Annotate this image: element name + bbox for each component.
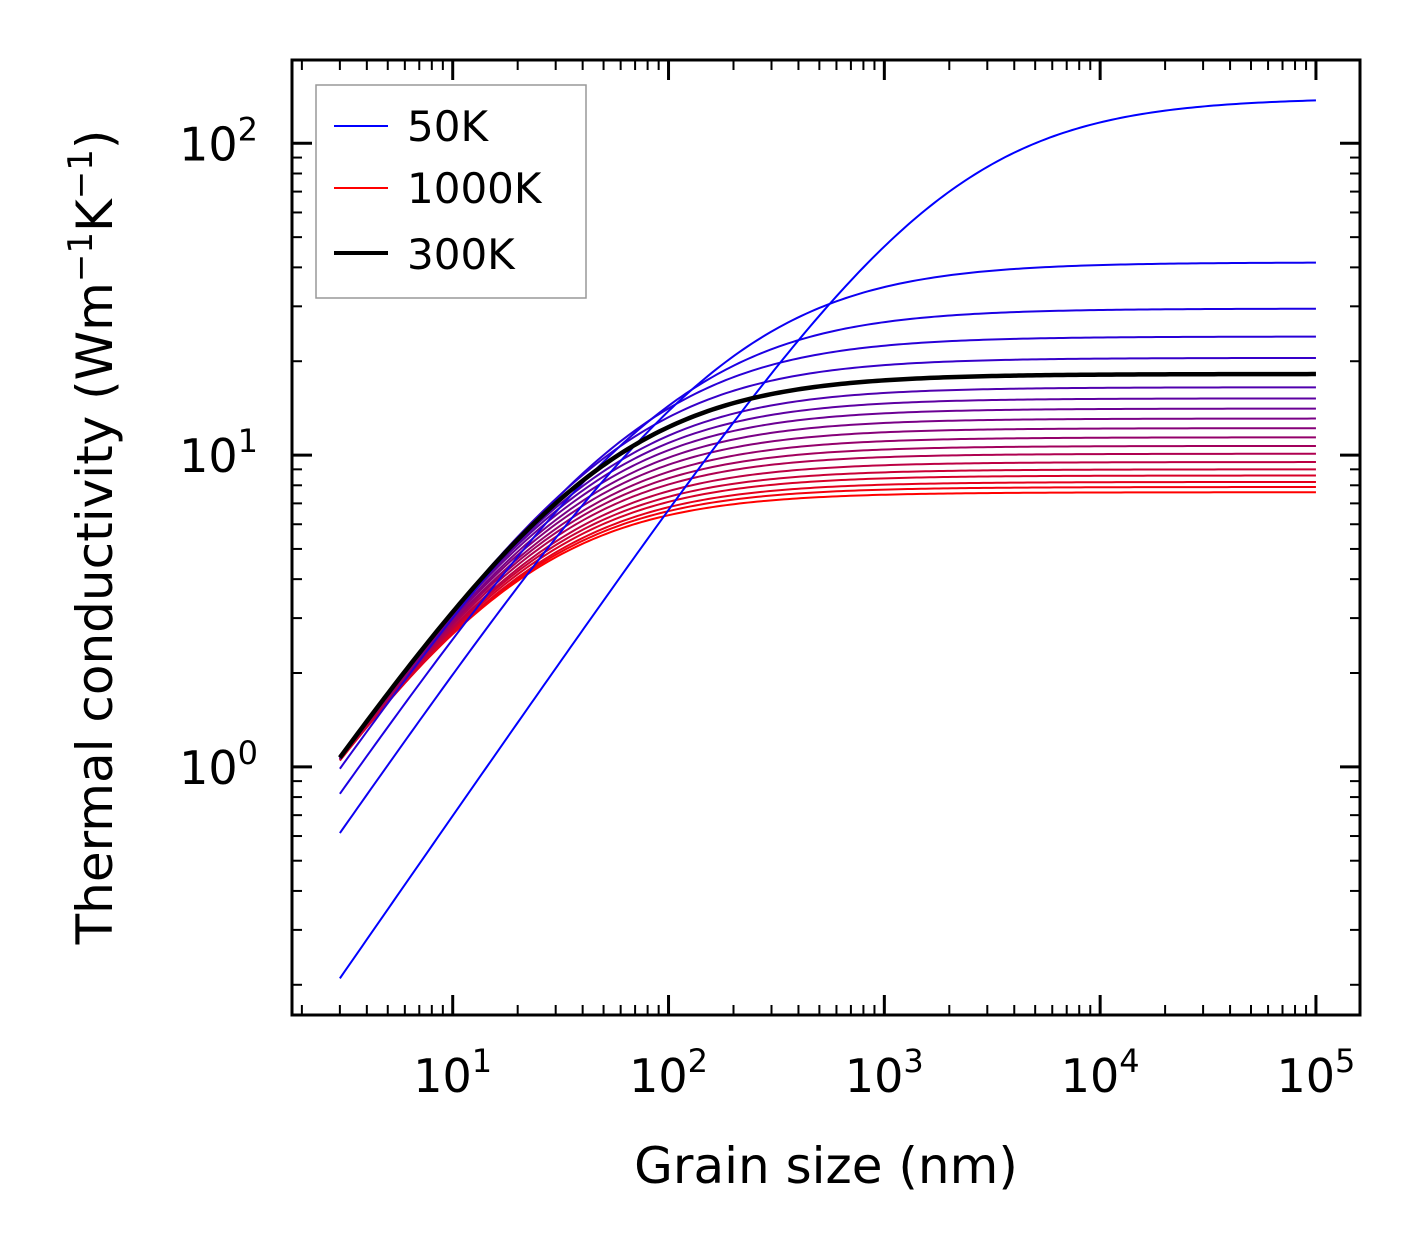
x-tick-label-5-base: 10 bbox=[1276, 1049, 1335, 1103]
legend-label-1000k: 1000K bbox=[407, 164, 543, 213]
y-axis-label-base: Thermal conductivity (Wm bbox=[66, 282, 124, 945]
series-line-550k bbox=[339, 427, 1316, 758]
x-tick-label-5-exp: 5 bbox=[1335, 1042, 1355, 1080]
series-line-100k bbox=[339, 261, 1316, 834]
x-tick-label-3: 103 bbox=[845, 1042, 924, 1103]
x-tick-label-1-base: 10 bbox=[413, 1049, 472, 1103]
y-axis-label: Thermal conductivity (Wm−1K−1) bbox=[61, 130, 124, 946]
series-line-450k bbox=[339, 407, 1316, 757]
series-line-300k bbox=[338, 371, 1316, 759]
series-line-1000k bbox=[339, 491, 1316, 760]
x-axis-label: Grain size (nm) bbox=[634, 1137, 1018, 1195]
y-axis-label-exp2: −1 bbox=[61, 149, 101, 199]
x-tick-label-4: 104 bbox=[1061, 1042, 1140, 1103]
series-line-150k bbox=[339, 307, 1316, 795]
y-tick-label-0: 100 bbox=[179, 734, 258, 795]
x-tick-label-3-base: 10 bbox=[845, 1049, 904, 1103]
series-line-750k bbox=[339, 461, 1316, 761]
y-tick-label-1-exp: 1 bbox=[238, 422, 258, 460]
x-tick-label-3-exp: 3 bbox=[903, 1042, 923, 1080]
series-line-900k bbox=[339, 480, 1316, 762]
x-tick-label-2-exp: 2 bbox=[688, 1042, 708, 1080]
legend-label-50k: 50K bbox=[407, 102, 489, 151]
y-tick-label-2-base: 10 bbox=[179, 117, 238, 171]
x-tick-label-1-exp: 1 bbox=[472, 1042, 492, 1080]
y-axis-label-mid: K bbox=[66, 198, 124, 232]
x-tick-label-5: 105 bbox=[1276, 1042, 1355, 1103]
y-tick-label-1-base: 10 bbox=[179, 429, 238, 483]
x-tick-label-4-base: 10 bbox=[1061, 1049, 1120, 1103]
series-line-600k bbox=[339, 436, 1316, 759]
series-line-950k bbox=[339, 486, 1316, 761]
series-line-200k bbox=[339, 335, 1316, 770]
y-tick-label-1: 101 bbox=[179, 422, 258, 483]
series-line-50k bbox=[339, 99, 1316, 979]
y-tick-label-2: 102 bbox=[179, 110, 258, 171]
legend-box bbox=[315, 84, 587, 299]
legend-label-300k: 300K bbox=[407, 230, 516, 279]
x-tick-label-2-base: 10 bbox=[629, 1049, 688, 1103]
y-axis-label-end: ) bbox=[66, 130, 124, 150]
series-line-800k bbox=[339, 468, 1316, 760]
tick-layer bbox=[292, 60, 1360, 1015]
series-layer bbox=[338, 99, 1316, 979]
x-tick-label-4-exp: 4 bbox=[1119, 1042, 1139, 1080]
x-tick-label-1: 101 bbox=[413, 1042, 492, 1103]
y-tick-label-0-exp: 0 bbox=[238, 734, 258, 772]
legend: 50K 1000K 300K bbox=[315, 84, 587, 299]
y-tick-label-2-exp: 2 bbox=[238, 110, 258, 148]
y-axis-label-exp1: −1 bbox=[61, 232, 101, 282]
series-line-700k bbox=[339, 452, 1316, 760]
series-line-500k bbox=[339, 417, 1316, 758]
series-line-400k bbox=[339, 397, 1316, 757]
x-tick-label-2: 102 bbox=[629, 1042, 708, 1103]
plot-area-frame bbox=[290, 58, 1362, 1017]
y-tick-label-0-base: 10 bbox=[179, 741, 238, 795]
series-line-850k bbox=[339, 474, 1316, 761]
